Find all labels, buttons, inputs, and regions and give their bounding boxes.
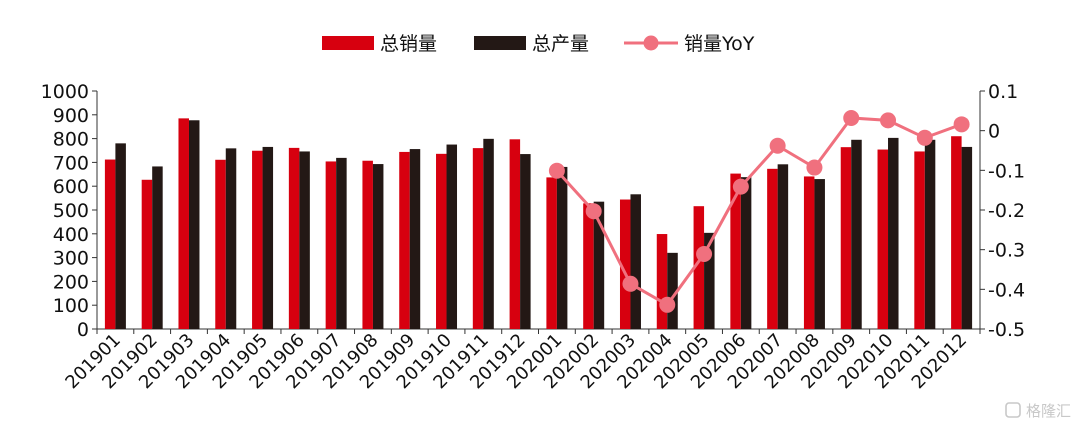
y-left-tick-label: 400 <box>53 224 89 246</box>
bar-total-sales <box>288 147 300 329</box>
y-right-tick-label: -0.3 <box>988 240 1025 262</box>
legend: 总销量 总产量 销量YoY <box>322 33 755 55</box>
yoy-point <box>622 275 639 292</box>
yoy-line <box>548 109 970 313</box>
y-left-tick-label: 0 <box>77 319 89 341</box>
bar-total-production <box>152 166 163 329</box>
bar-total-production <box>924 139 936 329</box>
bar-total-sales <box>472 148 484 329</box>
bar-total-sales <box>399 151 410 329</box>
bar-total-production <box>225 148 237 329</box>
bar-total-production <box>409 149 421 329</box>
bar-total-production <box>888 137 899 329</box>
legend-swatch <box>474 36 526 50</box>
bar-total-sales <box>215 159 226 329</box>
bar-total-production <box>115 143 126 329</box>
bar-total-production <box>593 201 605 329</box>
bar-total-production <box>814 179 825 329</box>
bar-total-production <box>667 252 678 329</box>
legend-label: 总产量 <box>532 33 589 55</box>
yoy-point <box>585 203 602 220</box>
legend-label: 总销量 <box>380 33 437 55</box>
bar-total-sales <box>803 176 815 329</box>
yoy-point <box>696 246 713 263</box>
bar-total-production <box>299 151 310 329</box>
bar-total-sales <box>656 234 668 329</box>
bar-total-production <box>740 177 752 329</box>
bar-total-sales <box>583 203 594 329</box>
legend-swatch <box>322 36 374 50</box>
bars <box>104 118 973 330</box>
bar-total-production <box>851 139 862 329</box>
bar-total-sales <box>693 206 705 329</box>
watermark-text: 格隆汇 <box>1026 402 1071 420</box>
bar-total-production <box>336 157 347 329</box>
yoy-point <box>806 159 823 176</box>
yoy-point <box>916 129 933 146</box>
bar-total-production <box>372 164 384 329</box>
yoy-series-line <box>555 116 963 307</box>
watermark-logo-icon <box>1005 402 1021 418</box>
bar-total-production <box>188 120 200 329</box>
bar-total-sales <box>178 118 189 330</box>
legend-item: 总销量 <box>322 33 437 55</box>
y-left-tick-label: 600 <box>53 176 89 198</box>
bar-total-production <box>630 194 641 329</box>
y-left-tick-label: 100 <box>53 295 89 317</box>
y-left-tick-label: 500 <box>53 200 89 222</box>
yoy-point <box>769 137 786 154</box>
bar-total-production <box>961 146 973 329</box>
bar-total-sales <box>436 153 447 329</box>
y-right-tick-label: -0.1 <box>988 160 1025 182</box>
y-right-tick-label: 0 <box>988 121 1000 143</box>
yoy-point <box>953 116 970 133</box>
y-right-tick-label: -0.2 <box>988 200 1025 222</box>
legend-item: 销量YoY <box>624 33 755 55</box>
bar-total-sales <box>252 150 263 329</box>
y-left-tick-label: 800 <box>53 129 89 151</box>
y-right-tick-label: -0.5 <box>988 319 1025 341</box>
watermark: 格隆汇 <box>1005 402 1071 420</box>
y-left-tick-label: 700 <box>53 152 89 174</box>
bar-total-sales <box>914 151 925 329</box>
legend-swatch-marker <box>643 35 659 51</box>
bar-total-production <box>556 166 568 329</box>
y-left-tick-label: 200 <box>53 271 89 293</box>
bar-total-sales <box>104 159 116 329</box>
legend-item: 总产量 <box>474 33 589 55</box>
bar-total-sales <box>951 136 962 329</box>
x-tick-labels: 2019012019022019032019042019052019062019… <box>61 330 971 393</box>
y-right-tick-label: 0.1 <box>988 81 1018 103</box>
bar-total-production <box>483 138 494 329</box>
bar-total-production <box>777 164 789 329</box>
y-left-tick-label: 1000 <box>41 81 89 103</box>
yoy-point <box>548 162 565 179</box>
bar-total-sales <box>509 139 521 329</box>
y-left-tick-label: 900 <box>53 105 89 127</box>
axes: 01002003004005006007008009001000-0.5-0.4… <box>41 81 1025 341</box>
bar-total-sales <box>840 147 852 329</box>
yoy-point <box>732 178 749 195</box>
yoy-point <box>880 112 897 129</box>
legend-label: 销量YoY <box>684 33 755 55</box>
y-left-tick-label: 300 <box>53 248 89 270</box>
bar-total-production <box>704 232 715 329</box>
bar-total-production <box>520 154 531 329</box>
yoy-point <box>843 109 860 126</box>
bar-total-sales <box>141 179 153 329</box>
bar-total-sales <box>877 149 889 329</box>
bar-total-production <box>262 146 274 329</box>
bar-total-sales <box>619 199 631 329</box>
bar-total-sales <box>730 173 741 329</box>
bar-total-sales <box>325 161 337 329</box>
bar-total-sales <box>546 177 557 329</box>
bar-total-production <box>446 144 458 329</box>
yoy-point <box>659 296 676 313</box>
bar-total-sales <box>767 168 778 329</box>
bar-total-sales <box>362 160 373 329</box>
y-right-tick-label: -0.4 <box>988 279 1025 301</box>
